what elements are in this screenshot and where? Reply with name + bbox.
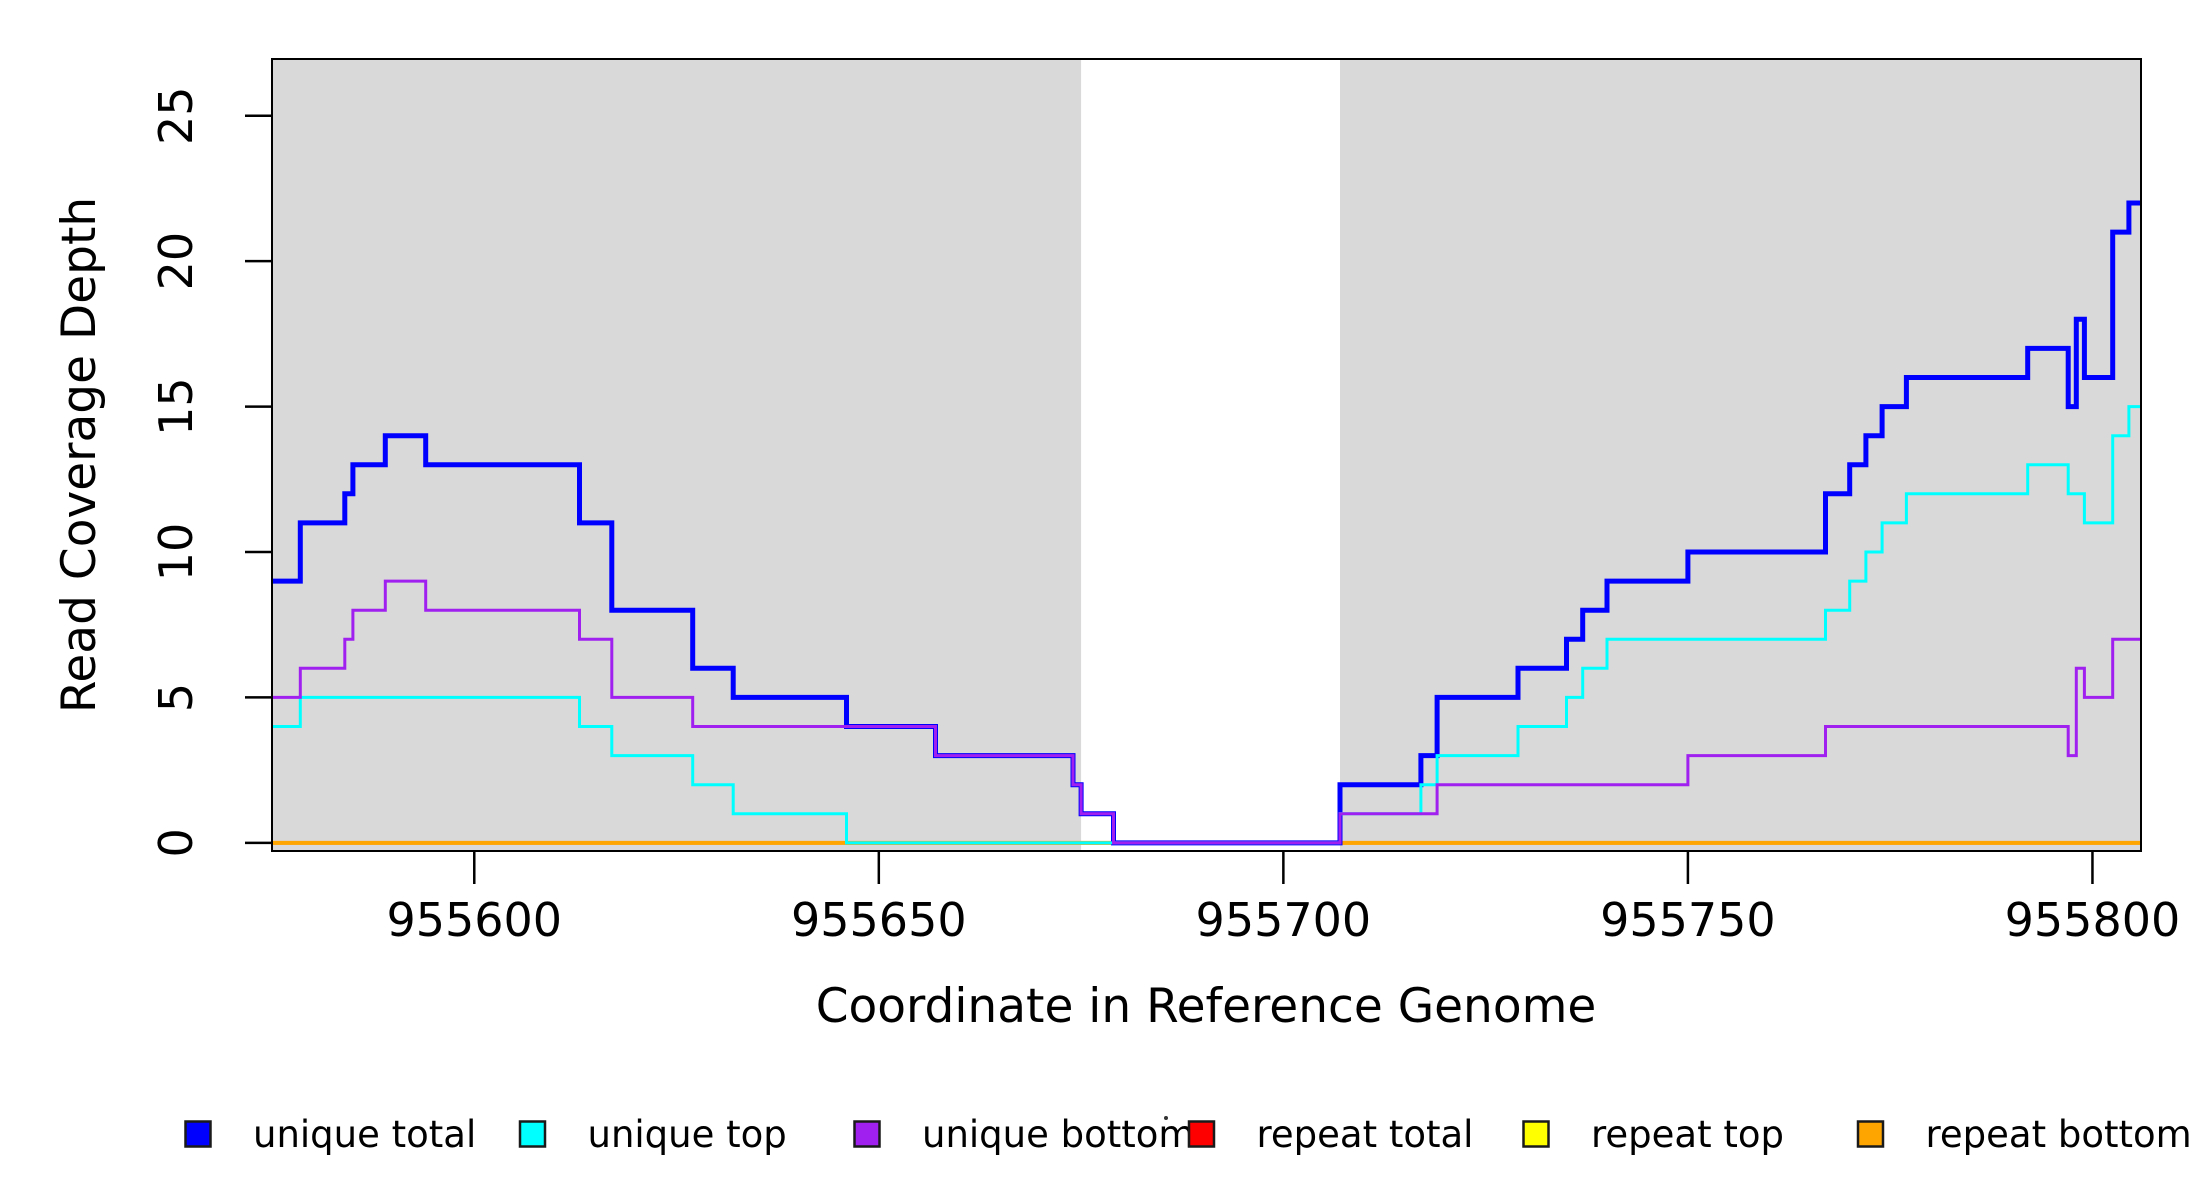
series-line-unique-bottom — [272, 579, 2141, 845]
x-tick-label: 955800 — [2005, 893, 2181, 947]
x-axis-title: Coordinate in Reference Genome — [816, 979, 1597, 1034]
y-axis-title: Read Coverage Depth — [52, 197, 107, 713]
legend-label-unique-top: unique top — [588, 1113, 787, 1156]
legend-label-unique-total: unique total — [253, 1113, 476, 1156]
x-tick-label: 955700 — [1196, 893, 1372, 947]
series-line-unique-total — [272, 200, 2141, 846]
legend-swatch-repeat-bottom — [1856, 1120, 1885, 1148]
y-tick-label: 10 — [149, 523, 203, 582]
legend-swatch-unique-bottom — [853, 1120, 881, 1148]
legend-swatch-unique-top — [518, 1120, 547, 1148]
legend-label-repeat-bottom: repeat bottom — [1926, 1113, 2192, 1156]
plot-box — [271, 58, 2142, 852]
shaded-region — [1340, 59, 2141, 851]
y-tick-label: 0 — [149, 828, 203, 857]
x-tick-label: 955750 — [1600, 893, 1776, 947]
legend-label-repeat-top: repeat top — [1591, 1113, 1784, 1156]
y-tick-label: 15 — [149, 377, 203, 436]
axes: 955600 955650 955700 955750 955800 0 5 10 15 20 25 — [149, 58, 2181, 947]
legend-swatch-repeat-total — [1187, 1120, 1216, 1148]
shaded-region — [272, 59, 1082, 851]
legend-label-repeat-total: repeat total — [1257, 1113, 1474, 1156]
legend-swatch-unique-total — [184, 1120, 212, 1148]
x-tick-label: 955650 — [791, 893, 967, 947]
plot-area — [272, 59, 2141, 851]
x-tick-label: 955600 — [386, 893, 562, 947]
series-line-unique-top — [272, 405, 2141, 845]
y-tick-label: 5 — [149, 683, 203, 712]
legend-label-unique-bottom: unique bottom — [922, 1113, 1194, 1156]
y-tick-label: 20 — [149, 232, 203, 291]
y-tick-label: 25 — [149, 86, 203, 145]
stray-dot — [1164, 1116, 1168, 1120]
legend: unique total unique top unique bottom repea… — [184, 1113, 2192, 1156]
legend-swatch-repeat-top — [1522, 1120, 1550, 1148]
